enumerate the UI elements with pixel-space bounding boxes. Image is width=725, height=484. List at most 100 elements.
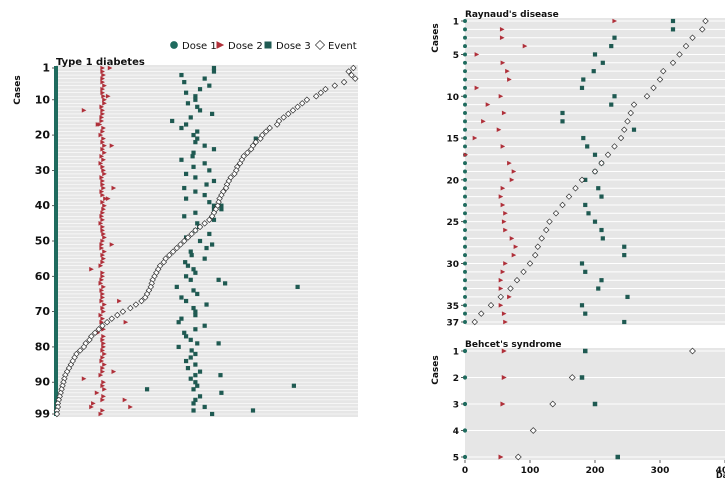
- dose1-point: [54, 253, 58, 258]
- dose1-point: [463, 19, 467, 23]
- event-point: [173, 244, 181, 252]
- event-point: [192, 227, 199, 234]
- dose3-point: [210, 411, 215, 417]
- dose2-point: [99, 288, 105, 293]
- dose2-point: [500, 144, 506, 149]
- y-tick-label: 1: [42, 62, 50, 75]
- dose2-point: [501, 348, 507, 354]
- dose3-point: [291, 383, 296, 388]
- event-point: [478, 310, 485, 317]
- dose3-point: [202, 161, 207, 166]
- dose2-point: [123, 319, 129, 325]
- dose2-point: [111, 185, 117, 191]
- dose1-point: [54, 263, 58, 268]
- dose2-point: [501, 110, 507, 116]
- event-point: [471, 318, 478, 326]
- event-point: [181, 237, 188, 245]
- dose2-point: [511, 252, 517, 258]
- dose1-point: [463, 320, 467, 324]
- y-tick-label: 80: [35, 340, 51, 353]
- dose3-point: [193, 210, 198, 215]
- y-tick-label: 99: [35, 408, 50, 421]
- dose1-point: [54, 274, 58, 279]
- dose2-point: [101, 136, 106, 141]
- dose2-point: [102, 97, 107, 103]
- dose2-point: [95, 122, 101, 127]
- dose3-point: [185, 366, 191, 371]
- dose2-point: [99, 175, 105, 180]
- dose2-point: [100, 369, 105, 374]
- dose1-point: [54, 118, 58, 123]
- dose2-point: [99, 153, 105, 159]
- dose1-point: [54, 299, 58, 303]
- event-point: [526, 260, 534, 267]
- dose1-point: [463, 219, 467, 224]
- dose3-point: [207, 200, 212, 205]
- dose2-point: [500, 60, 506, 66]
- dose2-point: [505, 68, 510, 74]
- dose3-point: [583, 311, 588, 316]
- dose3-point: [195, 383, 200, 388]
- dose3-point: [176, 344, 181, 350]
- dose3-point: [219, 207, 224, 212]
- dose3-point: [193, 362, 198, 367]
- dose2-point: [101, 125, 106, 131]
- dose1-point: [54, 231, 58, 236]
- dose1-point: [463, 127, 467, 132]
- dose3-point: [583, 177, 588, 182]
- event-point: [247, 145, 255, 153]
- dose3-point: [183, 358, 189, 364]
- dose2-point: [99, 118, 105, 124]
- dose3-point: [615, 454, 620, 460]
- dose2-point: [102, 362, 107, 367]
- event-point: [656, 76, 664, 83]
- dose3-point: [193, 397, 198, 402]
- event-point: [617, 134, 625, 142]
- dose1-point: [54, 277, 58, 282]
- dose1-point: [54, 235, 58, 240]
- dose1-point: [54, 87, 58, 92]
- dose2-point: [100, 408, 105, 413]
- event-point: [91, 329, 99, 337]
- dose2-point: [101, 157, 106, 163]
- dose1-point: [463, 85, 467, 90]
- event-point: [252, 138, 260, 146]
- dose1-point: [54, 348, 58, 353]
- event-point: [568, 374, 576, 381]
- dose3-point: [170, 118, 175, 124]
- dose1-point: [54, 207, 58, 212]
- dose1-point: [54, 369, 58, 374]
- dose3-point: [191, 408, 196, 413]
- dose3-point: [560, 110, 565, 116]
- dose3-point: [193, 309, 198, 314]
- dose1-point: [54, 284, 58, 289]
- dose1-point: [54, 182, 58, 187]
- dose1-point: [54, 200, 58, 205]
- dose3-point: [591, 69, 596, 74]
- dose2-point: [501, 311, 507, 316]
- dose1-point: [54, 214, 58, 219]
- dose2-point: [100, 111, 105, 117]
- dose1-point: [54, 256, 58, 261]
- dose1-point: [54, 217, 58, 222]
- dose2-point: [89, 266, 94, 272]
- dose2-point: [522, 43, 528, 49]
- dose1-point: [463, 102, 467, 107]
- dose3-point: [144, 387, 150, 392]
- dose1-point: [54, 94, 58, 99]
- dose3-point: [600, 236, 605, 241]
- dose2-point: [100, 69, 105, 74]
- dose1-point: [54, 80, 58, 85]
- dose1-point: [54, 309, 58, 314]
- dose2-point: [101, 168, 106, 173]
- panel-title: Type 1 diabetes: [56, 57, 145, 68]
- dose2-point: [102, 171, 107, 177]
- event-point: [611, 143, 618, 150]
- dose3-point: [183, 171, 189, 177]
- dose1-point: [54, 366, 58, 371]
- dose3-point: [188, 337, 193, 342]
- dose3-point: [583, 348, 588, 354]
- dose3-point: [253, 136, 258, 141]
- dose3-point: [223, 281, 228, 286]
- event-point: [280, 114, 287, 121]
